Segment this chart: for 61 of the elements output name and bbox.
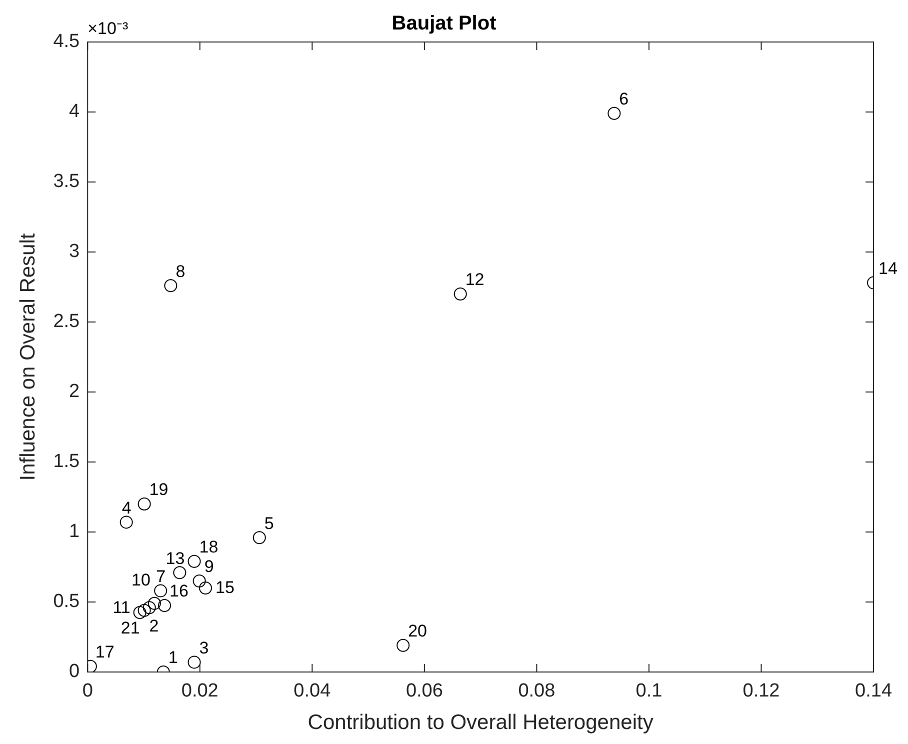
annotation: 18 <box>199 538 218 557</box>
point <box>173 566 186 580</box>
point <box>454 288 467 300</box>
annotation: 13 <box>166 548 185 568</box>
annotation: 12 <box>465 270 484 290</box>
y-tick-label: 3.5 <box>53 171 80 192</box>
point <box>188 554 201 568</box>
annotation: 20 <box>408 622 428 641</box>
x-tick-label: 0.08 <box>518 680 556 702</box>
text: ×10⁻³ <box>88 19 128 38</box>
annotation: 15 <box>215 578 234 598</box>
point <box>154 584 168 598</box>
point <box>198 582 212 594</box>
annotation: 6 <box>619 90 629 109</box>
point <box>164 279 178 292</box>
point <box>192 574 206 588</box>
annotation: 9 <box>204 557 214 576</box>
annotation: 16 <box>170 582 188 601</box>
annotation: 2 <box>149 616 159 636</box>
x-tick-label: 0 <box>82 680 93 702</box>
y-tick-label: 2.5 <box>53 311 80 332</box>
annotation: 1 <box>168 648 178 668</box>
point <box>608 106 621 120</box>
point <box>158 599 172 612</box>
point <box>142 601 156 614</box>
y-tick-label: 4.5 <box>53 31 80 52</box>
y-tick-label: 1.5 <box>53 451 80 472</box>
x-tick-label: 0.02 <box>181 680 218 702</box>
y-tick-label: 0 <box>69 661 80 682</box>
point <box>133 606 146 619</box>
x-tick-label: 0.04 <box>294 680 332 702</box>
x-tick-label: 0.14 <box>855 680 892 702</box>
annotation: 7 <box>156 566 166 586</box>
point <box>138 498 151 510</box>
point <box>188 656 201 669</box>
y-axis-title: Influence on Overal Result <box>16 233 40 481</box>
x-axis-title: Contribution to Overall Heterogeneity <box>308 711 654 734</box>
chart-title: Baujat Plot <box>392 12 497 35</box>
y-tick-label: 1 <box>69 521 80 542</box>
point <box>396 638 410 652</box>
y-tick-label: 3 <box>69 241 80 262</box>
annotation: 8 <box>176 262 186 281</box>
x-tick-label: 0.06 <box>406 680 443 702</box>
annotation: 17 <box>95 642 114 662</box>
annotation: 19 <box>149 480 168 500</box>
annotation: 11 <box>112 598 130 617</box>
point <box>148 596 161 610</box>
annotation: 21 <box>120 618 140 638</box>
y-tick-label: 0.5 <box>53 591 80 612</box>
x-tick-label: 0.12 <box>742 680 780 702</box>
annotation: 5 <box>264 514 274 533</box>
annotation: 14 <box>878 258 898 278</box>
x-tick-label: 0.1 <box>636 680 662 702</box>
y-tick-label: 2 <box>69 381 80 402</box>
annotation: 3 <box>199 638 209 658</box>
annotation: 10 <box>132 570 150 590</box>
y-tick-label: 4 <box>69 101 80 122</box>
point <box>252 531 266 544</box>
point <box>138 604 151 617</box>
point <box>120 516 133 529</box>
annotation: 4 <box>122 498 132 518</box>
